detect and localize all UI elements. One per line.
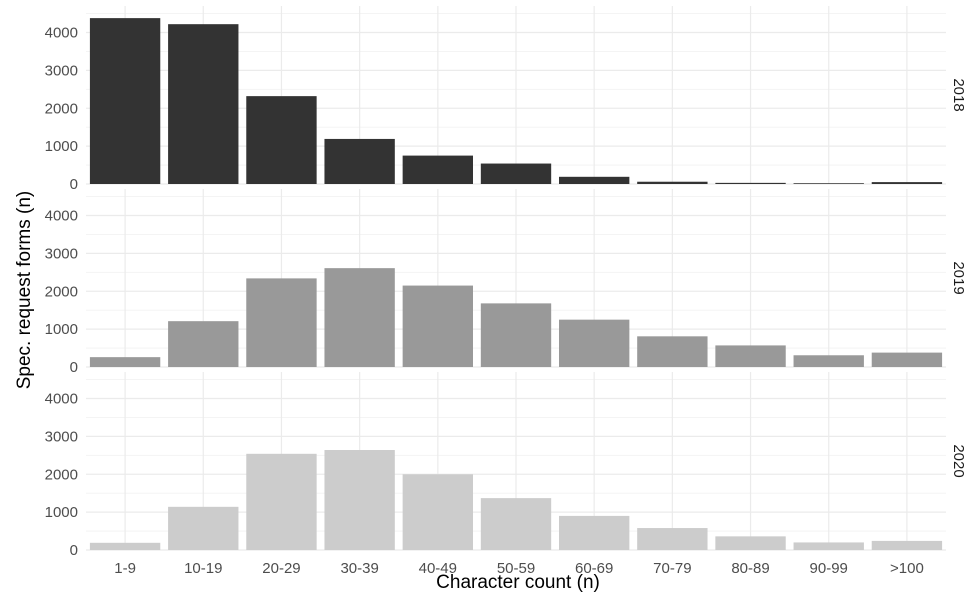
y-tick-label: 1000	[45, 321, 78, 338]
x-tick-label: 80-89	[731, 560, 769, 577]
panel-2018: 0 1000 2000 3000 4000 2018	[45, 6, 967, 193]
x-tick-label: 70-79	[653, 560, 691, 577]
facet-strip-label: 2018	[950, 78, 967, 111]
y-tick-label: 1000	[45, 504, 78, 521]
bar-2019-10-19	[168, 321, 239, 367]
facet-strip-label: 2020	[950, 444, 967, 477]
y-tick-label: 1000	[45, 138, 78, 155]
x-tick-label: 50-59	[497, 560, 535, 577]
x-tick-label: 1-9	[114, 560, 136, 577]
y-tick-label: 3000	[45, 428, 78, 445]
bar-2020-60-69	[559, 515, 630, 550]
bar-2018-1-9	[89, 18, 161, 185]
y-tick-label: 4000	[45, 208, 78, 225]
bar-2020-40-49	[402, 474, 473, 550]
x-tick-label: 20-29	[262, 560, 300, 577]
bar-2019-50-59	[480, 303, 552, 367]
y-tick-label: 3000	[45, 245, 78, 262]
y-tick-label: 4000	[45, 25, 78, 42]
x-tick-label: 10-19	[184, 560, 222, 577]
bar-2018-70-79	[637, 181, 708, 184]
panels-layer: 0 1000 2000 3000 4000 2018 0 1000 2000 3000 4000 20…	[45, 6, 967, 559]
bar-2020-70-79	[637, 528, 708, 550]
x-axis: 1-9 10-19 20-29 30-39 40-49 50-59 60-69 70-79 80…	[114, 560, 924, 577]
x-tick-label: 60-69	[575, 560, 613, 577]
y-tick-label: 0	[70, 542, 78, 559]
bar-2018-80-89	[715, 182, 786, 184]
y-tick-label: 3000	[45, 62, 78, 79]
panel-2019: 0 1000 2000 3000 4000 2019	[45, 189, 967, 376]
facet-strip-label: 2019	[950, 261, 967, 294]
bar-2020-20-29	[246, 453, 317, 550]
bar-2019-60-69	[559, 319, 630, 367]
bar-2019-90-99	[793, 355, 864, 367]
bar-2019-1-9	[89, 357, 161, 367]
bar-2018-90-99	[793, 183, 864, 184]
bar-2019-80-89	[715, 345, 786, 367]
y-tick-label: 2000	[45, 466, 78, 483]
bar-2020-10-19	[168, 506, 239, 550]
panel-2020: 0 1000 2000 3000 4000 2020	[45, 372, 967, 559]
bar-2018-50-59	[480, 163, 552, 184]
y-tick-label: 2000	[45, 100, 78, 117]
bar-2020-30-39	[324, 450, 395, 550]
bar-2020-1-9	[89, 542, 161, 550]
bar-2019->100	[871, 352, 943, 367]
bar-2019-20-29	[246, 278, 317, 367]
y-axis-title: Spec. request forms (n)	[14, 191, 35, 390]
y-tick-label: 0	[70, 359, 78, 376]
bar-2019-70-79	[637, 336, 708, 367]
x-tick-label: >100	[890, 560, 924, 577]
bar-2020-90-99	[793, 542, 864, 550]
bar-2018-40-49	[402, 155, 473, 184]
x-tick-label: 40-49	[419, 560, 457, 577]
x-tick-label: 30-39	[340, 560, 378, 577]
bar-2018->100	[871, 182, 943, 184]
bar-2018-20-29	[246, 96, 317, 184]
bar-2020->100	[871, 540, 943, 550]
bar-2018-10-19	[168, 24, 239, 184]
x-tick-label: 90-99	[810, 560, 848, 577]
bar-2018-30-39	[324, 138, 395, 184]
bar-2020-80-89	[715, 536, 786, 550]
y-tick-label: 2000	[45, 283, 78, 300]
bar-2020-50-59	[480, 498, 552, 550]
x-axis-title: Character count (n)	[436, 572, 600, 593]
bar-2018-60-69	[559, 176, 630, 184]
bar-2019-40-49	[402, 285, 473, 367]
y-tick-label: 0	[70, 176, 78, 193]
y-tick-label: 4000	[45, 391, 78, 408]
bar-2019-30-39	[324, 268, 395, 367]
